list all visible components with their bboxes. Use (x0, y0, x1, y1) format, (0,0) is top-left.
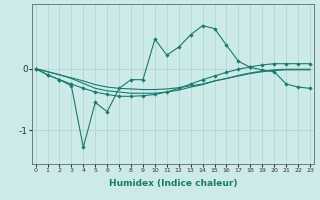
X-axis label: Humidex (Indice chaleur): Humidex (Indice chaleur) (108, 179, 237, 188)
